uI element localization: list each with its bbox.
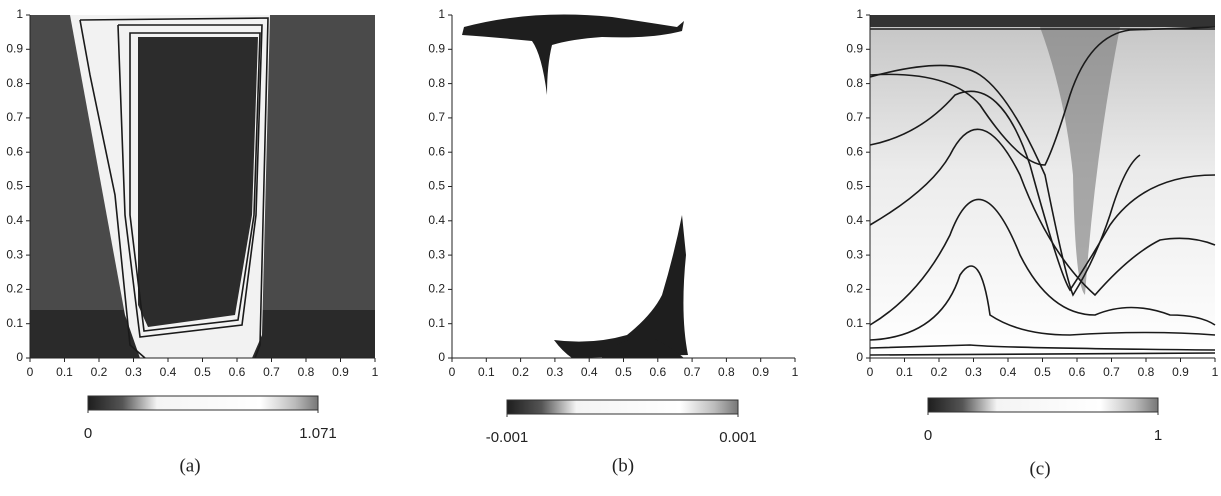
x-tick-label: 0.5 [1034,365,1051,379]
x-tick-label: 0.9 [752,365,769,379]
colorbar-label: 1.071 [299,425,337,442]
colorbar-label: -0.001 [486,429,529,446]
y-tick-label: 0.1 [846,316,863,330]
y-tick-label: 0.6 [6,144,23,158]
y-tick-label: 1 [438,7,445,21]
field-c [869,15,1216,358]
x-tick-label: 0.1 [896,365,913,379]
x-tick-label: 0.8 [298,365,315,379]
y-tick-label: 0.3 [6,247,23,261]
x-tick-label: 0.4 [581,365,598,379]
y-tick-label: 0.3 [846,247,863,261]
y-tick-label: 0.5 [846,179,863,193]
colorbar-label: 1 [1154,427,1162,444]
x-tick-label: 0.2 [931,365,948,379]
x-tick-label: 0.3 [125,365,142,379]
colorbar-label: 0 [924,427,932,444]
caption: (a) [179,455,200,476]
x-tick-label: 0 [449,365,456,379]
y-tick-label: 0.6 [846,144,863,158]
x-tick-label: 0.1 [478,365,495,379]
y-tick-label: 0.1 [6,316,23,330]
y-tick-label: 0.9 [846,41,863,55]
x-tick-label: 0.4 [160,365,177,379]
x-tick-label: 0.5 [194,365,211,379]
y-tick-label: 0.4 [846,213,863,227]
field-b [462,14,688,358]
y-tick-label: 0.8 [6,76,23,90]
colorbar [927,397,1159,413]
y-tick-label: 0.4 [6,213,23,227]
y-tick-label: 0.5 [428,179,445,193]
x-tick-label: 0.4 [1000,365,1017,379]
y-tick-label: 0.4 [428,213,445,227]
x-tick-label: 1 [372,365,379,379]
y-tick-label: 0 [16,350,23,364]
x-tick-label: 0.7 [684,365,701,379]
y-tick-label: 0 [438,350,445,364]
x-tick-label: 0.7 [1103,365,1120,379]
x-tick-label: 0.1 [56,365,73,379]
x-tick-label: 0.2 [91,365,108,379]
x-tick-label: 0.3 [547,365,564,379]
y-tick-label: 1 [16,7,23,21]
y-tick-label: 0.8 [846,76,863,90]
x-tick-label: 1 [1212,365,1219,379]
x-tick-label: 0.6 [229,365,246,379]
x-tick-label: 0 [27,365,34,379]
x-tick-label: 0.6 [1069,365,1086,379]
y-tick-label: 0.2 [428,282,445,296]
x-tick-label: 0.8 [1138,365,1155,379]
x-tick-label: 0.7 [263,365,280,379]
y-tick-label: 0.1 [428,316,445,330]
y-tick-label: 0.6 [428,144,445,158]
y-tick-label: 0 [856,350,863,364]
colorbar-label: 0 [84,425,92,442]
colorbar [506,399,739,415]
colorbar [87,395,319,411]
caption: (b) [612,455,634,476]
y-tick-label: 0.7 [846,110,863,124]
y-tick-label: 0.5 [6,179,23,193]
y-tick-label: 0.7 [428,110,445,124]
x-tick-label: 0.2 [512,365,529,379]
y-tick-label: 0.2 [6,282,23,296]
x-tick-label: 0.3 [965,365,982,379]
colorbar-label: 0.001 [719,429,757,446]
y-tick-label: 1 [856,7,863,21]
field-a [30,15,375,359]
y-tick-label: 0.8 [428,76,445,90]
y-tick-label: 0.7 [6,110,23,124]
y-tick-label: 0.9 [6,41,23,55]
y-tick-label: 0.3 [428,247,445,261]
x-tick-label: 0.9 [1172,365,1189,379]
caption: (c) [1029,458,1050,479]
x-tick-label: 0.6 [649,365,666,379]
x-tick-label: 0.9 [332,365,349,379]
y-tick-label: 0.9 [428,41,445,55]
x-tick-label: 0.8 [718,365,735,379]
x-tick-label: 0.5 [615,365,632,379]
x-tick-label: 1 [792,365,799,379]
y-tick-label: 0.2 [846,282,863,296]
x-tick-label: 0 [867,365,874,379]
